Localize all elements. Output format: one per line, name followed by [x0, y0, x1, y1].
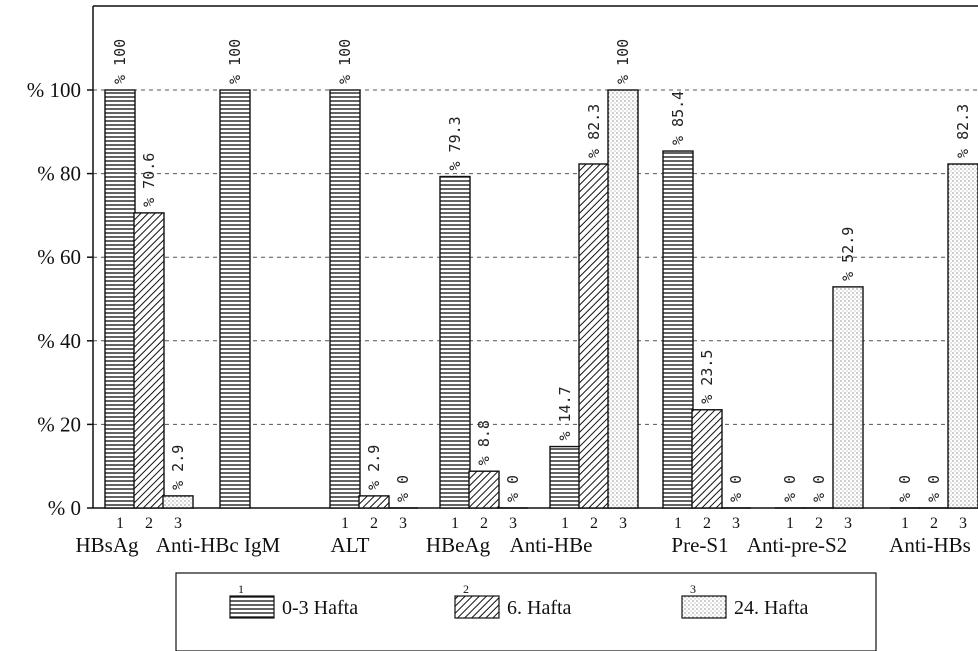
- legend-swatch: [681, 595, 727, 619]
- value-label: % 0: [781, 475, 799, 502]
- y-tick-label: % 20: [37, 412, 81, 436]
- x-subtick-label: 3: [732, 515, 740, 532]
- value-label: % 0: [896, 475, 914, 502]
- value-label: % 0: [810, 475, 828, 502]
- x-subtick-label: 2: [703, 515, 711, 532]
- bars: [104, 89, 978, 509]
- x-subtick-label: 3: [844, 515, 852, 532]
- x-subtick-label: 3: [959, 515, 967, 532]
- x-subtick-label: 2: [590, 515, 598, 532]
- bar: [832, 286, 864, 509]
- bar: [133, 212, 165, 509]
- x-subtick-label: 2: [370, 515, 378, 532]
- bar: [607, 89, 639, 509]
- category-label: HBsAg: [75, 533, 139, 557]
- x-subtick-label: 1: [341, 515, 349, 532]
- x-subtick-label: 1: [901, 515, 909, 532]
- x-subtick-label: 1: [786, 515, 794, 532]
- legend-label: 24. Hafta: [734, 597, 809, 619]
- legend-swatch: [454, 595, 500, 619]
- legend: 1 0-3 Hafta 2 6. Hafta 3 24. Hafta: [175, 572, 877, 651]
- bar: [578, 163, 610, 509]
- value-label: % 100: [226, 39, 244, 84]
- bar: [439, 175, 471, 509]
- value-label: % 23.5: [698, 350, 716, 404]
- x-subtick-label: 3: [399, 515, 407, 532]
- bar: [947, 163, 978, 509]
- legend-label: 6. Hafta: [507, 597, 572, 619]
- y-tick-label: % 100: [27, 78, 81, 102]
- value-label: % 0: [925, 475, 943, 502]
- x-subtick-label: 3: [509, 515, 517, 532]
- bar: [329, 89, 361, 509]
- value-label: % 52.9: [839, 227, 857, 281]
- bar: [358, 495, 390, 509]
- x-subtick-label: 2: [930, 515, 938, 532]
- bar: [468, 470, 500, 509]
- value-label: % 0: [504, 475, 522, 502]
- x-subtick-label: 3: [174, 515, 182, 532]
- x-subtick-label: 2: [145, 515, 153, 532]
- value-label: % 2.9: [365, 445, 383, 490]
- value-label: % 82.3: [954, 104, 972, 158]
- y-tick-label: % 60: [37, 245, 81, 269]
- y-tick-label: % 0: [48, 496, 81, 520]
- y-tick-label: % 80: [37, 162, 81, 186]
- category-label: Anti-HBs: [889, 533, 971, 557]
- value-labels: % 100 % 70.6 % 2.9 % 100 % 100 % 2.9 % 0 % 79.3…: [111, 39, 972, 502]
- value-label: % 2.9: [169, 445, 187, 490]
- bar: [662, 150, 694, 509]
- legend-box: [175, 572, 877, 651]
- x-subtick-label: 3: [619, 515, 627, 532]
- value-label: % 70.6: [140, 153, 158, 207]
- category-label: Anti-pre-S2: [747, 533, 847, 557]
- category-label: Anti-HBe: [510, 533, 593, 557]
- x-subtick-label: 2: [815, 515, 823, 532]
- value-label: % 0: [394, 475, 412, 502]
- x-subtick-label: 1: [561, 515, 569, 532]
- legend-number: 2: [463, 582, 469, 596]
- value-label: % 8.8: [475, 420, 493, 465]
- value-label: % 100: [336, 39, 354, 84]
- category-label: Anti-HBc IgM: [156, 533, 281, 557]
- value-label: % 100: [614, 39, 632, 84]
- bar: [219, 89, 251, 509]
- legend-swatch: [229, 595, 275, 619]
- bar: [104, 89, 136, 509]
- value-label: % 100: [111, 39, 129, 84]
- category-label: HBeAg: [426, 533, 491, 557]
- legend-label: 0-3 Hafta: [282, 597, 358, 619]
- x-subtick-label: 1: [674, 515, 682, 532]
- legend-number: 3: [690, 582, 696, 596]
- legend-number: 1: [238, 582, 244, 596]
- value-label: % 85.4: [669, 91, 687, 145]
- category-label: Pre-S1: [671, 533, 728, 557]
- value-label: % 0: [727, 475, 745, 502]
- y-tick-label: % 40: [37, 329, 81, 353]
- value-label: % 82.3: [585, 104, 603, 158]
- bar: [549, 445, 581, 509]
- value-label: % 79.3: [446, 116, 464, 170]
- x-subtick-label: 1: [116, 515, 124, 532]
- bar: [162, 495, 194, 509]
- category-label: ALT: [331, 533, 370, 557]
- x-subtick-label: 2: [480, 515, 488, 532]
- value-label: % 14.7: [556, 386, 574, 440]
- tick-labels: % 0 % 20 % 40 % 60 % 80 % 100 1 2 3 HBsAg Anti-HBc…: [27, 78, 971, 557]
- bar: [691, 409, 723, 509]
- x-subtick-label: 1: [451, 515, 459, 532]
